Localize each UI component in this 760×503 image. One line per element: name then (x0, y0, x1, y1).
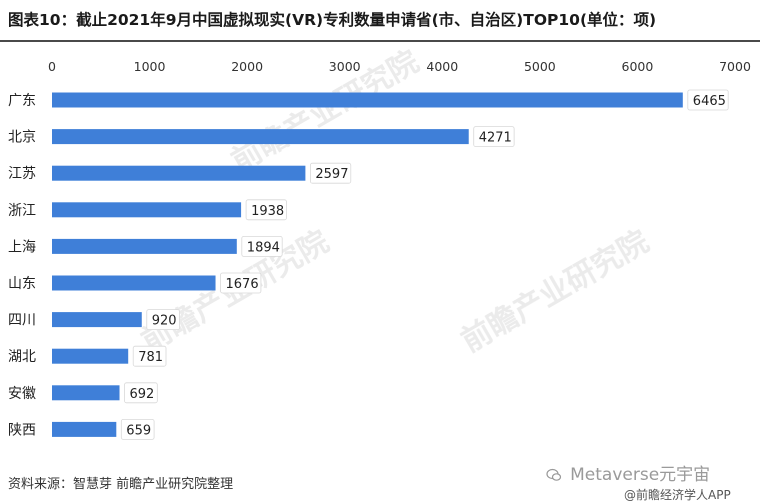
bar (52, 421, 117, 437)
account-watermark: Metaverse元宇宙 @前瞻经济学人APP (546, 460, 731, 503)
chart-title: 图表10：截止2021年9月中国虚拟现实(VR)专利数量申请省(市、自治区)TO… (8, 11, 657, 29)
category-label: 山东 (8, 276, 36, 292)
data-label: 6465 (693, 94, 726, 109)
data-label-box (687, 89, 729, 111)
app-credit: @前瞻经济学人APP (624, 488, 731, 502)
data-label: 1938 (251, 204, 284, 219)
data-label-box (309, 162, 352, 184)
bar (52, 238, 237, 254)
x-tick-label: 0 (48, 59, 56, 74)
data-label: 920 (152, 314, 177, 329)
x-tick-label: 6000 (622, 59, 654, 74)
category-label: 江苏 (8, 166, 36, 182)
category-label: 上海 (8, 239, 36, 255)
source-note: 资料来源：智慧芽 前瞻产业研究院整理 (8, 477, 234, 492)
data-label: 659 (126, 423, 151, 438)
watermark-text: 前瞻产业研究院 (456, 224, 655, 359)
category-label: 安徽 (8, 386, 36, 402)
bar (52, 92, 683, 108)
x-tick-label: 7000 (719, 59, 751, 74)
bars (52, 92, 683, 437)
bar (52, 312, 142, 328)
x-tick-label: 1000 (134, 59, 166, 74)
watermark-layer: 前瞻产业研究院前瞻产业研究院前瞻产业研究院 (136, 44, 655, 359)
data-label: 4271 (479, 131, 512, 146)
data-labels: 6465 4271 2597 1938 1894 1676 920 781 692 659 (120, 89, 729, 440)
x-tick-label: 5000 (524, 59, 556, 74)
data-label: 2597 (315, 167, 348, 182)
data-label-box (124, 382, 158, 404)
data-label-box (245, 199, 287, 221)
account-name: Metaverse元宇宙 (570, 465, 711, 485)
bar (52, 348, 129, 364)
bar (52, 275, 216, 291)
category-label: 浙江 (8, 203, 36, 219)
bar (52, 202, 242, 218)
data-label: 692 (130, 387, 155, 402)
x-axis-ticks: 0 1000 2000 3000 4000 5000 6000 7000 (48, 59, 751, 74)
x-tick-label: 3000 (329, 59, 361, 74)
x-tick-label: 2000 (231, 59, 263, 74)
data-label-box (132, 345, 167, 367)
data-label-box (146, 309, 180, 331)
data-label-box (220, 272, 262, 294)
category-label: 湖北 (8, 349, 36, 365)
x-tick-label: 4000 (426, 59, 458, 74)
bar (52, 129, 469, 145)
title-divider (0, 40, 760, 42)
data-label-box (120, 418, 155, 440)
data-label: 1676 (226, 277, 259, 292)
data-label-box (473, 126, 515, 147)
bar (52, 165, 306, 181)
category-label: 北京 (8, 130, 36, 146)
category-label: 陕西 (8, 422, 36, 438)
data-label: 781 (138, 350, 163, 365)
data-label: 1894 (247, 240, 280, 255)
wechat-icon (546, 468, 562, 481)
category-label: 四川 (8, 313, 36, 329)
category-label: 广东 (8, 93, 36, 109)
bar (52, 385, 120, 401)
data-label-box (241, 235, 283, 257)
